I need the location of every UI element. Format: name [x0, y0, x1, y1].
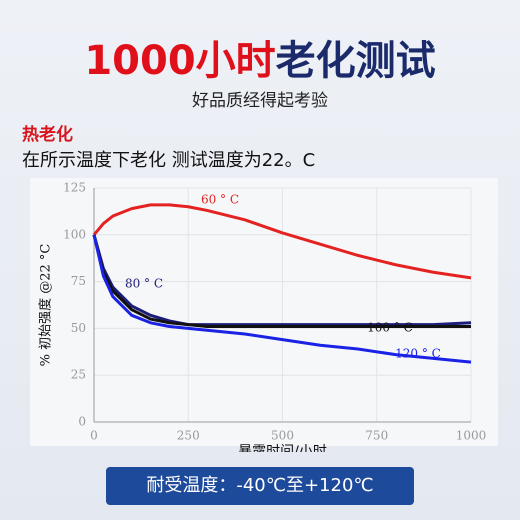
chart: 0 25 50 75 100 125 0 250 500 750 1000 暴露时间/小时 % 初始强度… [30, 178, 498, 452]
series-label: 60 ° C [201, 193, 239, 207]
subtitle: 好品质经得起考验 [192, 91, 328, 111]
y-tick-label: 125 [63, 181, 86, 195]
x-tick-label: 250 [177, 429, 200, 443]
banner: 耐受温度：-40℃至+120℃ [106, 467, 414, 505]
y-axis-label: % 初始强度 @22 °C [38, 244, 54, 367]
x-tick-label: 750 [365, 429, 388, 443]
title-part: 1000小时 [84, 38, 276, 84]
y-tick-label: 0 [78, 415, 86, 429]
y-tick-label: 75 [71, 274, 86, 288]
y-tick-label: 25 [71, 368, 86, 382]
series-label: 80 ° C [125, 277, 163, 291]
description: 在所示温度下老化 测试温度为22。C [22, 150, 316, 171]
title-part: 老化测试 [275, 38, 436, 84]
series-line [92, 234, 471, 329]
chart-panel [30, 178, 498, 446]
x-axis-label: 暴露时间/小时 [238, 444, 327, 452]
x-tick-label: 1000 [456, 429, 487, 443]
x-tick-label: 0 [90, 429, 98, 443]
series-line [92, 203, 472, 280]
y-tick-label: 100 [63, 227, 86, 241]
series-line [92, 234, 472, 327]
series-label: 100 ° C [367, 321, 413, 335]
series-label: 120 ° C [395, 347, 441, 361]
x-tick-label: 500 [271, 429, 294, 443]
section-heading: 热老化 [22, 125, 73, 145]
y-tick-label: 50 [71, 321, 86, 335]
series-line [92, 234, 472, 364]
title: 1000小时老化测试 [0, 28, 520, 86]
